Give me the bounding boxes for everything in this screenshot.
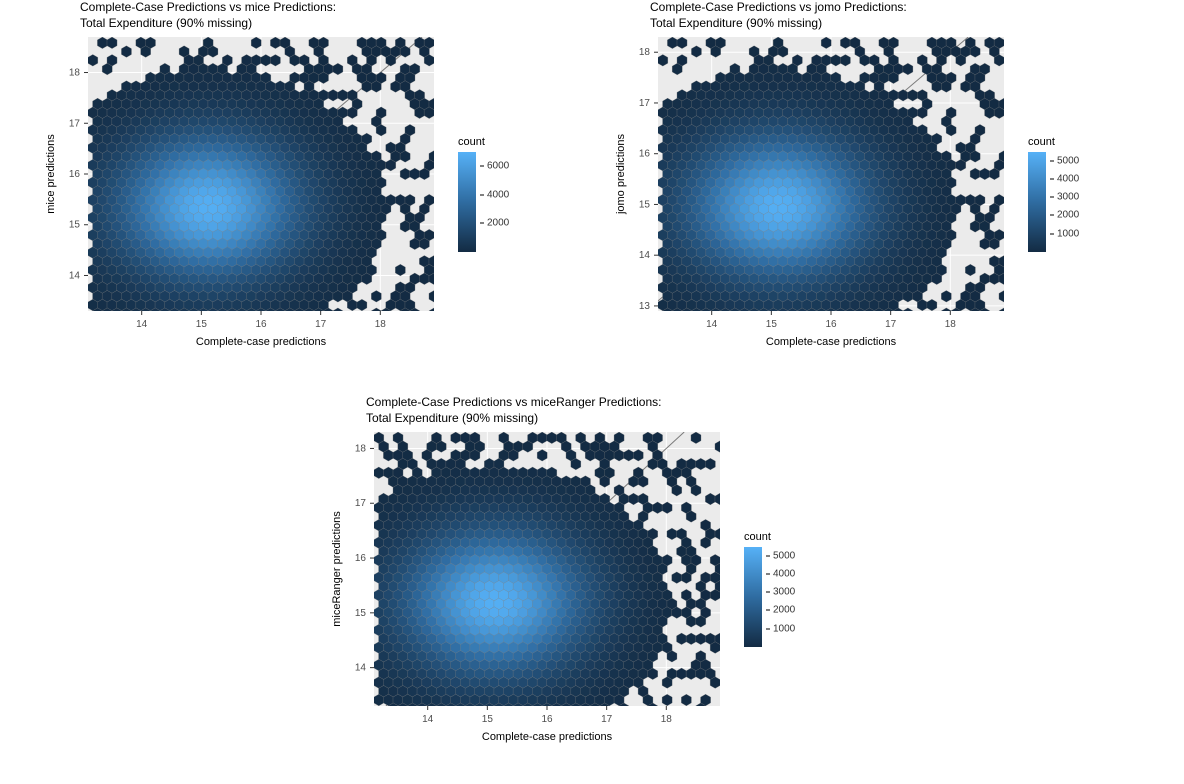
svg-text:14: 14 — [706, 319, 718, 330]
legend-tick-label: 2000 — [773, 605, 795, 616]
y-axis-label: mice predictions — [45, 134, 57, 214]
svg-text:18: 18 — [639, 47, 651, 58]
svg-text:13: 13 — [639, 301, 651, 312]
legend-tick-label: 5000 — [773, 550, 795, 561]
svg-text:15: 15 — [355, 608, 367, 619]
chart-title: Complete-Case Predictions vs jomo Predic… — [650, 0, 1055, 31]
legend-tick-label: 4000 — [773, 568, 795, 579]
svg-text:14: 14 — [355, 663, 367, 674]
svg-text:15: 15 — [196, 319, 208, 330]
svg-text:14: 14 — [69, 271, 81, 282]
svg-text:16: 16 — [541, 714, 553, 725]
legend-tick-label: 5000 — [1057, 155, 1079, 166]
svg-text:15: 15 — [69, 220, 81, 231]
hexbin-plot: 14 15 16 17 18 13 14 15 16 17 18 Complete-case pred… — [610, 31, 1010, 351]
svg-text:17: 17 — [355, 498, 367, 509]
legend-title: count — [744, 531, 771, 543]
legend-gradient — [744, 547, 762, 647]
chart-panel-miceRanger: Complete-Case Predictions vs miceRanger … — [326, 395, 771, 751]
x-axis-label: Complete-case predictions — [482, 731, 613, 743]
svg-text:14: 14 — [422, 714, 434, 725]
legend-gradient — [1028, 152, 1046, 252]
svg-text:14: 14 — [639, 250, 651, 261]
legend: count10002000300040005000 — [1028, 31, 1055, 356]
y-axis-label: miceRanger predictions — [331, 511, 343, 627]
svg-text:18: 18 — [69, 68, 81, 79]
legend-tick-label: 3000 — [1057, 192, 1079, 203]
chart-title: Complete-Case Predictions vs miceRanger … — [366, 395, 771, 426]
x-axis-label: Complete-case predictions — [196, 336, 327, 348]
legend-tick-label: 1000 — [1057, 228, 1079, 239]
hexbin-plot: 14 15 16 17 18 14 15 16 17 18 Complete-case predic… — [40, 31, 440, 351]
legend-tick-label: 2000 — [487, 218, 509, 229]
chart-panel-mice: Complete-Case Predictions vs mice Predic… — [40, 0, 485, 356]
y-axis-label: jomo predictions — [615, 134, 627, 216]
svg-text:16: 16 — [639, 149, 651, 160]
svg-text:15: 15 — [766, 319, 778, 330]
svg-text:17: 17 — [69, 118, 81, 129]
svg-text:18: 18 — [375, 319, 387, 330]
legend: count10002000300040005000 — [744, 426, 771, 751]
legend-tick-label: 4000 — [1057, 173, 1079, 184]
hexbin-plot: 14 15 16 17 18 14 15 16 17 18 Complete-case predic… — [326, 426, 726, 746]
svg-text:16: 16 — [255, 319, 267, 330]
legend-title: count — [458, 136, 485, 148]
x-axis-label: Complete-case predictions — [766, 336, 897, 348]
legend-tick-label: 4000 — [487, 189, 509, 200]
chart-panel-jomo: Complete-Case Predictions vs jomo Predic… — [610, 0, 1055, 356]
svg-text:17: 17 — [639, 98, 651, 109]
svg-text:17: 17 — [315, 319, 327, 330]
legend-title: count — [1028, 136, 1055, 148]
svg-text:16: 16 — [69, 169, 81, 180]
chart-title: Complete-Case Predictions vs mice Predic… — [80, 0, 485, 31]
svg-text:16: 16 — [825, 319, 837, 330]
svg-text:18: 18 — [661, 714, 673, 725]
svg-text:18: 18 — [355, 444, 367, 455]
legend-tick-label: 1000 — [773, 623, 795, 634]
legend: count200040006000 — [458, 31, 485, 356]
svg-text:16: 16 — [355, 553, 367, 564]
legend-tick-label: 3000 — [773, 587, 795, 598]
svg-text:18: 18 — [945, 319, 957, 330]
svg-text:15: 15 — [482, 714, 494, 725]
svg-text:14: 14 — [136, 319, 148, 330]
svg-text:15: 15 — [639, 200, 651, 211]
legend-tick-label: 2000 — [1057, 210, 1079, 221]
legend-gradient — [458, 152, 476, 252]
svg-text:17: 17 — [601, 714, 613, 725]
svg-text:17: 17 — [885, 319, 897, 330]
legend-tick-label: 6000 — [487, 160, 509, 171]
